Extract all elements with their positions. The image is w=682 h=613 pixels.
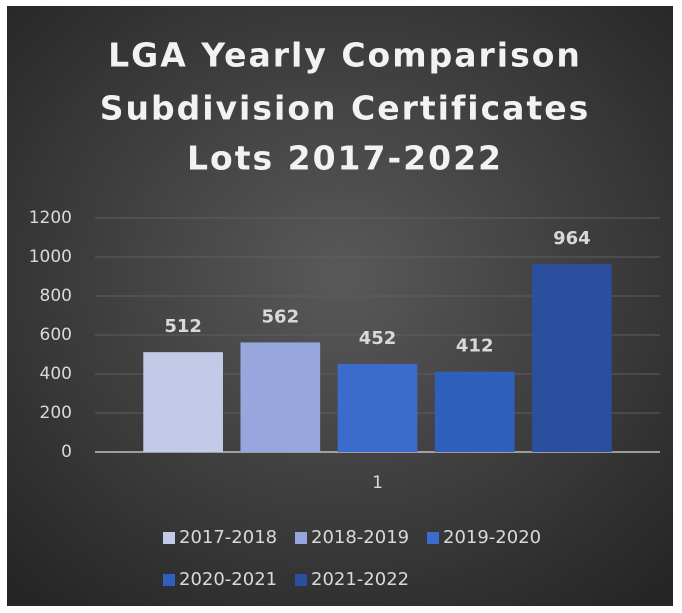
legend-label: 2019-2020 bbox=[443, 527, 541, 548]
legend-swatch bbox=[295, 574, 307, 586]
data-label: 512 bbox=[164, 316, 202, 337]
y-tick-label: 1200 bbox=[29, 208, 72, 228]
data-label: 412 bbox=[456, 336, 494, 357]
bar bbox=[337, 363, 418, 452]
y-tick-label: 600 bbox=[40, 325, 72, 345]
legend-swatch bbox=[427, 532, 439, 544]
chart-title: Lots 2017-2022 bbox=[187, 139, 503, 178]
bar bbox=[240, 342, 321, 452]
legend-label: 2021-2022 bbox=[311, 569, 409, 590]
data-label: 562 bbox=[262, 306, 300, 327]
chart-title: LGA Yearly Comparison bbox=[108, 36, 582, 75]
y-tick-label: 1000 bbox=[29, 247, 72, 267]
bar bbox=[434, 371, 515, 452]
data-label: 964 bbox=[553, 228, 591, 249]
legend-label: 2020-2021 bbox=[179, 569, 277, 590]
y-tick-label: 400 bbox=[40, 364, 72, 384]
y-tick-label: 200 bbox=[40, 403, 72, 423]
legend-label: 2017-2018 bbox=[179, 527, 277, 548]
y-tick-label: 0 bbox=[61, 442, 72, 462]
legend-swatch bbox=[295, 532, 307, 544]
data-label: 452 bbox=[359, 328, 397, 349]
chart-title: Subdivision Certificates bbox=[100, 89, 591, 128]
y-tick-label: 800 bbox=[40, 286, 72, 306]
legend-swatch bbox=[163, 532, 175, 544]
bar bbox=[143, 352, 223, 452]
legend-swatch bbox=[163, 574, 175, 586]
x-tick-label: 1 bbox=[372, 473, 383, 493]
legend-label: 2018-2019 bbox=[311, 527, 409, 548]
bar bbox=[532, 264, 612, 452]
